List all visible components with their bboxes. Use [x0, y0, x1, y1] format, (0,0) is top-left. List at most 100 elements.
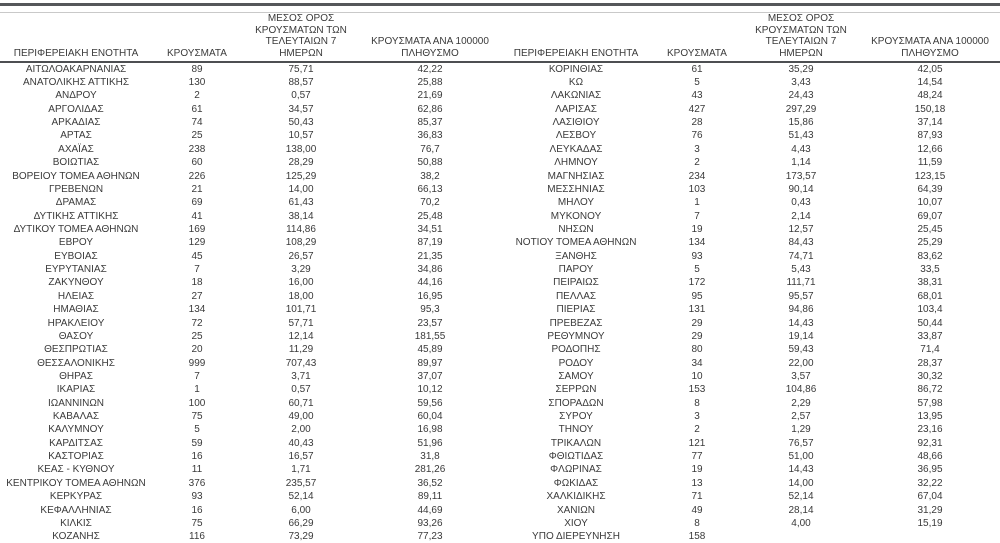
- table-row: ΞΑΝΘΗΣ 93 74,71 83,62: [500, 250, 1000, 263]
- table-row: ΝΟΤΙΟΥ ΤΟΜΕΑ ΑΘΗΝΩΝ 134 84,43 25,29: [500, 237, 1000, 250]
- table-row: ΠΙΕΡΙΑΣ 131 94,86 103,4: [500, 303, 1000, 316]
- avg7-cell: 22,00: [788, 357, 814, 369]
- table-row: ΚΟΡΙΝΘΙΑΣ 61 35,29 42,05: [500, 62, 1000, 76]
- cases-cell: 61: [691, 63, 703, 75]
- per100k-cell: 34,86: [417, 264, 443, 276]
- avg7-cell: 52,14: [288, 491, 314, 503]
- cases-cell: 13: [691, 477, 703, 489]
- avg7-cell: 297,29: [785, 103, 817, 115]
- region-cell: ΡΕΘΥΜΝΟΥ: [547, 330, 605, 342]
- cases-cell: 3: [694, 143, 700, 155]
- region-cell: ΕΒΡΟΥ: [58, 237, 94, 249]
- table-row: ΣΕΡΡΩΝ 153 104,86 86,72: [500, 384, 1000, 397]
- region-cell: ΚΑΛΥΜΝΟΥ: [48, 424, 104, 436]
- per100k-cell: 89,11: [417, 491, 443, 503]
- region-cell: ΚΕΑΣ - ΚΥΘΝΟΥ: [37, 464, 115, 476]
- table-row: ΣΑΜΟΥ 10 3,57 30,32: [500, 370, 1000, 383]
- region-cell: ΧΑΛΚΙΔΙΚΗΣ: [546, 491, 606, 503]
- per100k-cell: 33,87: [917, 330, 943, 342]
- cases-cell: 134: [188, 304, 206, 316]
- table-row: ΕΥΡΥΤΑΝΙΑΣ 7 3,29 34,86: [0, 263, 500, 276]
- per100k-cell: 93,26: [417, 517, 443, 529]
- cases-cell: 129: [188, 237, 206, 249]
- cases-cell: 2: [694, 424, 700, 436]
- table-row: ΚΑΒΑΛΑΣ 75 49,00 60,04: [0, 410, 500, 423]
- region-cell: ΚΕΦΑΛΛΗΝΙΑΣ: [40, 504, 112, 516]
- region-cell: ΡΟΔΟΠΗΣ: [551, 344, 601, 356]
- avg7-cell: 14,00: [288, 183, 314, 195]
- avg7-cell: 6,00: [291, 504, 311, 516]
- cases-cell: 89: [191, 63, 203, 75]
- table-row: ΚΑΛΥΜΝΟΥ 5 2,00 16,98: [0, 424, 500, 437]
- avg7-cell: 138,00: [285, 143, 317, 155]
- cases-cell: 2: [694, 157, 700, 169]
- column-header-cases: ΚΡΟΥΣΜΑΤΑ: [152, 13, 242, 63]
- table-row: ΘΕΣΠΡΩΤΙΑΣ 20 11,29 45,89: [0, 344, 500, 357]
- table-row: ΘΗΡΑΣ 7 3,71 37,07: [0, 370, 500, 383]
- per100k-cell: 60,04: [417, 411, 443, 423]
- per100k-cell: 11,59: [917, 157, 943, 169]
- region-cell: ΡΟΔΟΥ: [558, 357, 594, 369]
- table-row: ΗΜΑΘΙΑΣ 134 101,71 95,3: [0, 303, 500, 316]
- per100k-cell: 95,3: [420, 304, 440, 316]
- table-row: ΦΛΩΡΙΝΑΣ 19 14,43 36,95: [500, 464, 1000, 477]
- region-cell: ΠΕΙΡΑΙΩΣ: [553, 277, 599, 289]
- per100k-cell: 16,98: [417, 424, 443, 436]
- per100k-cell: 89,97: [417, 357, 443, 369]
- region-cell: ΚΑΣΤΟΡΙΑΣ: [48, 451, 104, 463]
- region-cell: ΕΥΡΥΤΑΝΙΑΣ: [45, 264, 107, 276]
- per100k-cell: 25,45: [917, 223, 943, 235]
- region-cell: ΗΜΑΘΙΑΣ: [53, 304, 99, 316]
- per100k-cell: 38,31: [917, 277, 943, 289]
- table-row: ΡΟΔΟΠΗΣ 80 59,43 71,4: [500, 344, 1000, 357]
- table-row: ΙΚΑΡΙΑΣ 1 0,57 10,12: [0, 384, 500, 397]
- avg7-cell: 50,43: [288, 117, 314, 129]
- per100k-cell: 123,15: [914, 170, 946, 182]
- column-header-avg7: ΜΕΣΟΣ ΟΡΟΣ ΚΡΟΥΣΜΑΤΩΝ ΤΩΝ ΤΕΛΕΥΤΑΙΩΝ 7 Η…: [742, 13, 860, 63]
- region-cell: ΚΑΡΔΙΤΣΑΣ: [49, 437, 103, 449]
- avg7-cell: 111,71: [786, 277, 816, 289]
- cases-cell: 153: [688, 384, 706, 396]
- region-cell: ΛΑΣΙΘΙΟΥ: [552, 117, 600, 129]
- cases-cell: 5: [694, 264, 700, 276]
- region-cell: ΗΡΑΚΛΕΙΟΥ: [47, 317, 105, 329]
- cases-cell: 75: [191, 517, 203, 529]
- per100k-cell: 59,56: [417, 397, 443, 409]
- cases-cell: 74: [191, 117, 203, 129]
- avg7-cell: 114,86: [286, 223, 316, 235]
- region-cell: ΣΕΡΡΩΝ: [555, 384, 597, 396]
- table-row: ΦΩΚΙΔΑΣ 13 14,00 32,22: [500, 477, 1000, 490]
- cases-cell: 45: [191, 250, 203, 262]
- table-row: ΑΧΑΪΑΣ 238 138,00 76,7: [0, 143, 500, 156]
- column-header-cases: ΚΡΟΥΣΜΑΤΑ: [652, 13, 742, 63]
- table-row: ΑΡΚΑΔΙΑΣ 74 50,43 85,37: [0, 116, 500, 129]
- table-header-right: ΠΕΡΙΦΕΡΕΙΑΚΗ ΕΝΟΤΗΤΑ ΚΡΟΥΣΜΑΤΑ ΜΕΣΟΣ ΟΡΟ…: [500, 13, 1000, 63]
- per100k-cell: 37,14: [917, 117, 943, 129]
- table-row: ΑΙΤΩΛΟΑΚΑΡΝΑΝΙΑΣ 89 75,71 42,22: [0, 62, 500, 76]
- region-cell: ΔΡΑΜΑΣ: [55, 197, 97, 209]
- cases-cell: 29: [691, 317, 703, 329]
- avg7-cell: 35,29: [788, 63, 814, 75]
- table-row: ΛΑΣΙΘΙΟΥ 28 15,86 37,14: [500, 116, 1000, 129]
- avg7-cell: 707,43: [285, 357, 317, 369]
- avg7-cell: 74,71: [788, 250, 814, 262]
- avg7-cell: 88,57: [288, 77, 314, 89]
- cases-cell: 49: [691, 504, 703, 516]
- region-cell: ΛΗΜΝΟΥ: [554, 157, 598, 169]
- avg7-cell: 2,00: [291, 424, 311, 436]
- cases-cell: 93: [691, 250, 703, 262]
- per100k-cell: 36,83: [417, 130, 443, 142]
- table-row: ΧΑΛΚΙΔΙΚΗΣ 71 52,14 67,04: [500, 491, 1000, 504]
- avg7-cell: 4,43: [791, 143, 811, 155]
- table-row: ΑΝΔΡΟΥ 2 0,57 21,69: [0, 90, 500, 103]
- avg7-cell: 51,00: [788, 451, 814, 463]
- avg7-cell: 104,86: [785, 384, 817, 396]
- cases-cell: 1: [694, 197, 700, 209]
- cases-cell: 34: [691, 357, 703, 369]
- cases-cell: 226: [188, 170, 206, 182]
- avg7-cell: 18,00: [288, 290, 314, 302]
- per100k-cell: 48,24: [917, 90, 943, 102]
- cases-cell: 19: [691, 223, 703, 235]
- cases-table-right: ΠΕΡΙΦΕΡΕΙΑΚΗ ΕΝΟΤΗΤΑ ΚΡΟΥΣΜΑΤΑ ΜΕΣΟΣ ΟΡΟ…: [500, 13, 1000, 543]
- region-cell: ΜΗΛΟΥ: [557, 197, 595, 209]
